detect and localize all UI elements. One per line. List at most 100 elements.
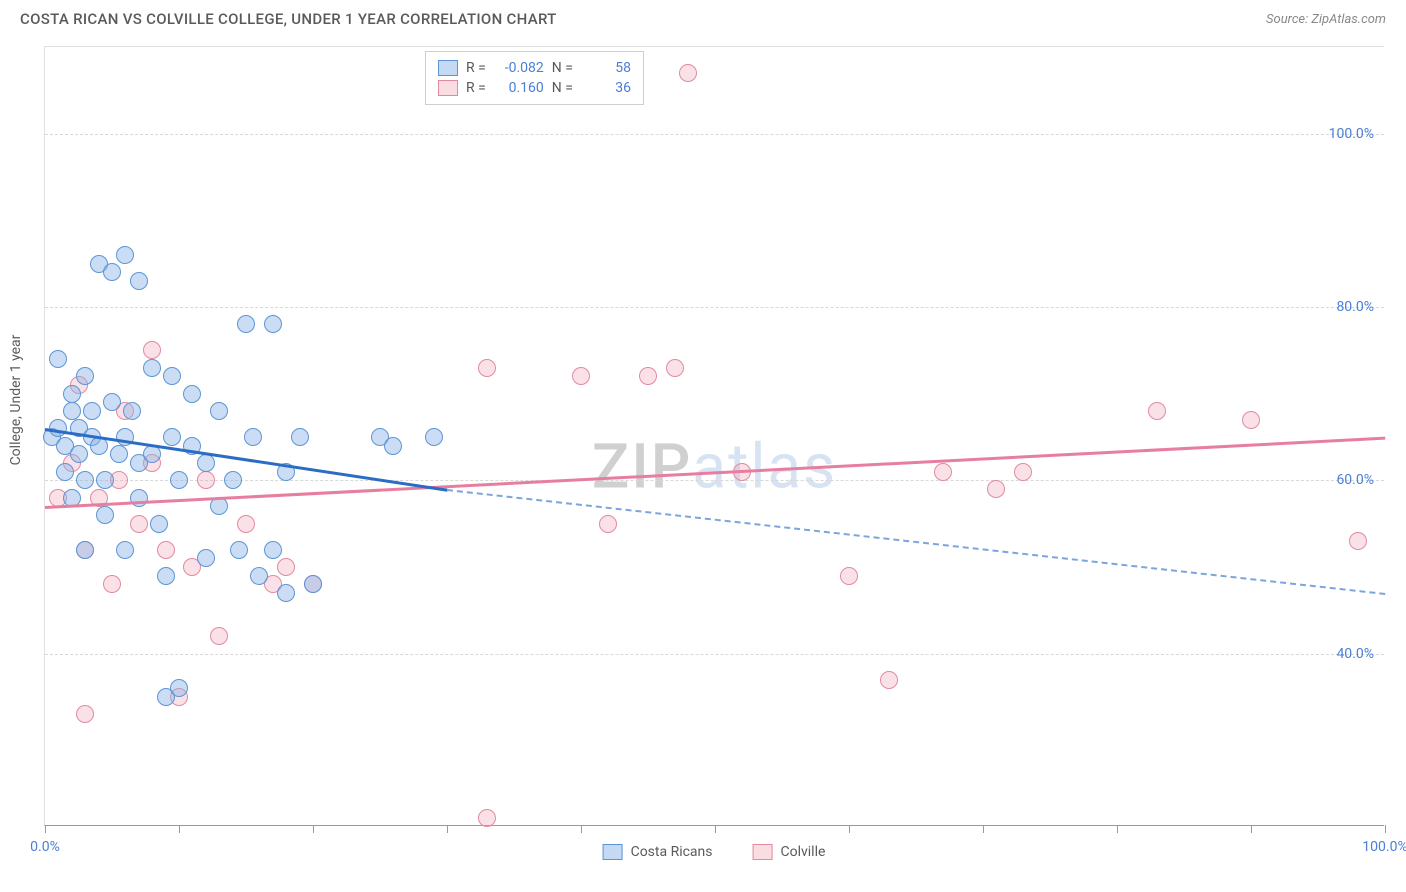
n-label: N = xyxy=(552,80,573,96)
ytick-label: 60.0% xyxy=(1336,472,1374,488)
data-point xyxy=(63,402,81,420)
r-value-blue: -0.082 xyxy=(494,60,544,76)
data-point xyxy=(76,705,94,723)
data-point xyxy=(210,497,228,515)
data-point xyxy=(666,359,684,377)
data-point xyxy=(1349,532,1367,550)
data-point xyxy=(934,463,952,481)
trend-line xyxy=(447,489,1385,595)
data-point xyxy=(143,341,161,359)
data-point xyxy=(130,272,148,290)
trend-line xyxy=(45,437,1385,509)
data-point xyxy=(170,679,188,697)
data-point xyxy=(163,428,181,446)
data-point xyxy=(197,549,215,567)
xtick-label: 100.0% xyxy=(1362,839,1406,855)
xtick xyxy=(313,825,314,833)
swatch-pink-icon xyxy=(438,80,458,96)
data-point xyxy=(210,627,228,645)
legend-label-pink: Colville xyxy=(781,844,826,860)
swatch-pink-icon xyxy=(753,844,773,860)
n-value-pink: 36 xyxy=(581,80,631,96)
data-point xyxy=(224,471,242,489)
legend-row-pink: R = 0.160 N = 36 xyxy=(438,78,631,98)
data-point xyxy=(150,515,168,533)
legend-item-blue: Costa Ricans xyxy=(603,844,713,860)
legend-label-blue: Costa Ricans xyxy=(631,844,713,860)
y-axis-label: College, Under 1 year xyxy=(8,335,24,466)
data-point xyxy=(63,385,81,403)
data-point xyxy=(679,64,697,82)
data-point xyxy=(143,359,161,377)
xtick-label: 0.0% xyxy=(30,839,60,855)
xtick xyxy=(581,825,582,833)
n-value-blue: 58 xyxy=(581,60,631,76)
gridline xyxy=(45,480,1384,481)
data-point xyxy=(157,567,175,585)
data-point xyxy=(70,445,88,463)
series-legend: Costa Ricans Colville xyxy=(603,844,826,860)
ytick-label: 80.0% xyxy=(1336,299,1374,315)
data-point xyxy=(76,541,94,559)
xtick xyxy=(715,825,716,833)
data-point xyxy=(250,567,268,585)
gridline xyxy=(45,654,1384,655)
data-point xyxy=(197,471,215,489)
legend-row-blue: R = -0.082 N = 58 xyxy=(438,58,631,78)
data-point xyxy=(1014,463,1032,481)
xtick xyxy=(983,825,984,833)
data-point xyxy=(103,263,121,281)
data-point xyxy=(116,246,134,264)
data-point xyxy=(425,428,443,446)
data-point xyxy=(76,471,94,489)
data-point xyxy=(639,367,657,385)
data-point xyxy=(103,575,121,593)
data-point xyxy=(163,367,181,385)
xtick xyxy=(179,825,180,833)
xtick xyxy=(849,825,850,833)
data-point xyxy=(157,541,175,559)
r-value-pink: 0.160 xyxy=(494,80,544,96)
data-point xyxy=(49,350,67,368)
data-point xyxy=(277,558,295,576)
correlation-legend: R = -0.082 N = 58 R = 0.160 N = 36 xyxy=(425,51,644,105)
xtick xyxy=(45,825,46,833)
gridline xyxy=(45,134,1384,135)
data-point xyxy=(230,541,248,559)
data-point xyxy=(197,454,215,472)
n-label: N = xyxy=(552,60,573,76)
data-point xyxy=(116,541,134,559)
data-point xyxy=(103,393,121,411)
data-point xyxy=(1242,411,1260,429)
legend-item-pink: Colville xyxy=(753,844,826,860)
data-point xyxy=(478,359,496,377)
data-point xyxy=(83,402,101,420)
data-point xyxy=(599,515,617,533)
data-point xyxy=(572,367,590,385)
data-point xyxy=(76,367,94,385)
gridline xyxy=(45,307,1384,308)
xtick xyxy=(1117,825,1118,833)
source-attribution: Source: ZipAtlas.com xyxy=(1266,12,1386,27)
data-point xyxy=(1148,402,1166,420)
data-point xyxy=(304,575,322,593)
data-point xyxy=(244,428,262,446)
data-point xyxy=(96,506,114,524)
data-point xyxy=(840,567,858,585)
swatch-blue-icon xyxy=(603,844,623,860)
data-point xyxy=(210,402,228,420)
data-point xyxy=(237,315,255,333)
data-point xyxy=(880,671,898,689)
data-point xyxy=(987,480,1005,498)
data-point xyxy=(264,315,282,333)
swatch-blue-icon xyxy=(438,60,458,76)
data-point xyxy=(264,541,282,559)
xtick xyxy=(1385,825,1386,833)
r-label: R = xyxy=(466,80,486,96)
data-point xyxy=(170,471,188,489)
data-point xyxy=(237,515,255,533)
plot-area: ZIPatlas R = -0.082 N = 58 R = 0.160 N =… xyxy=(44,46,1384,826)
xtick xyxy=(447,825,448,833)
data-point xyxy=(96,471,114,489)
data-point xyxy=(183,385,201,403)
